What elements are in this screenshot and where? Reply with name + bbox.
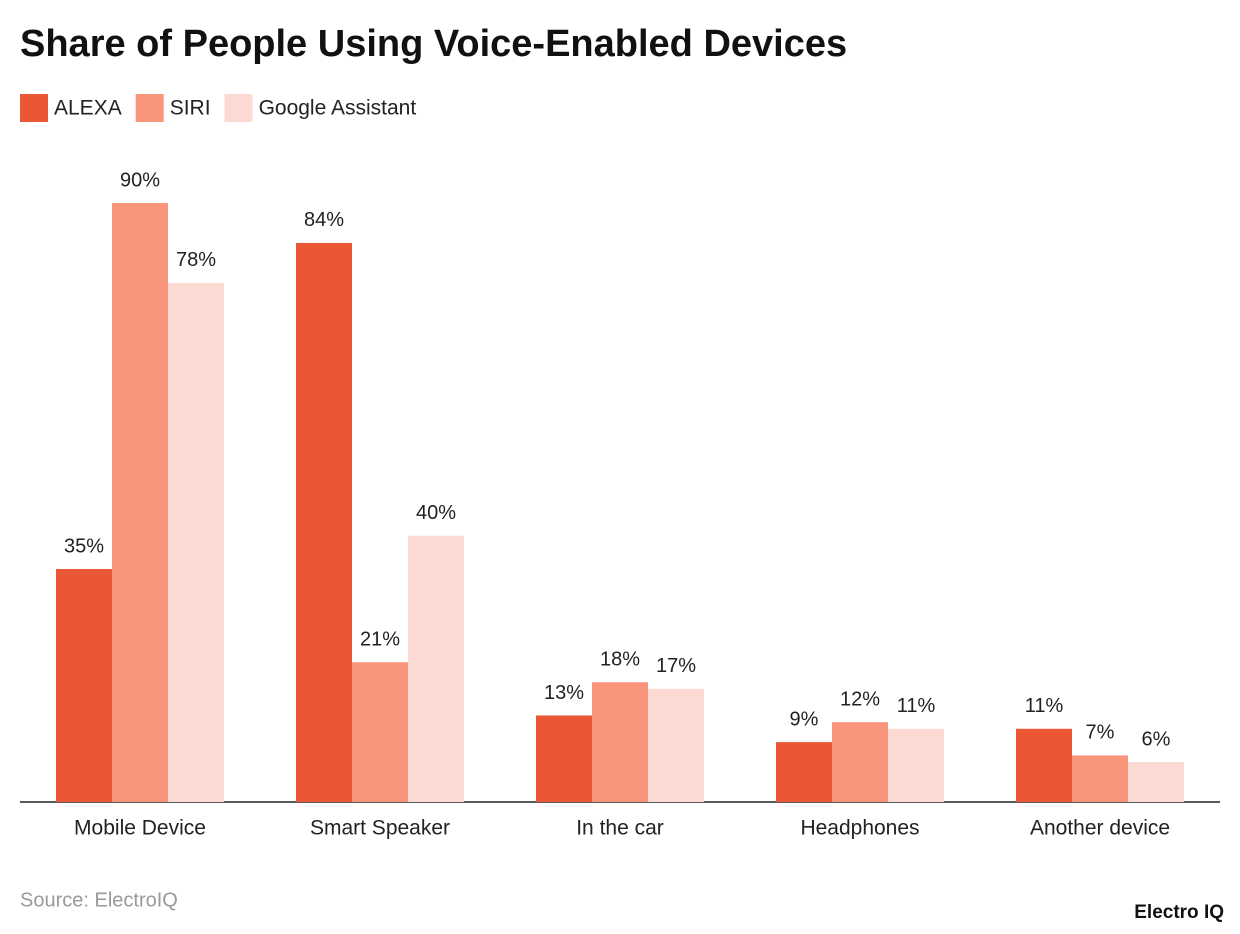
data-label: 13% — [544, 682, 584, 704]
bar — [56, 569, 112, 802]
x-tick-label: Another device — [1030, 817, 1170, 840]
bar — [1072, 755, 1128, 802]
data-label: 6% — [1142, 728, 1171, 750]
data-label: 21% — [360, 629, 400, 651]
data-label: 11% — [897, 695, 936, 717]
x-tick-label: Mobile Device — [74, 817, 206, 840]
bar — [648, 688, 704, 802]
data-label: 40% — [416, 502, 456, 524]
data-label: 84% — [304, 209, 344, 231]
data-label: 90% — [120, 169, 160, 191]
legend-label: Google Assistant — [259, 97, 417, 120]
data-label: 18% — [600, 648, 640, 670]
legend-swatch — [20, 94, 48, 122]
bar — [408, 535, 464, 802]
bar — [352, 662, 408, 802]
data-label: 78% — [176, 249, 216, 271]
x-tick-label: In the car — [576, 817, 664, 840]
data-label: 12% — [840, 688, 880, 710]
data-label: 17% — [656, 655, 696, 677]
legend-label: SIRI — [170, 97, 211, 120]
x-tick-label: Headphones — [800, 817, 919, 840]
chart-title: Share of People Using Voice-Enabled Devi… — [20, 23, 847, 65]
data-label: 11% — [1025, 695, 1064, 717]
legend-swatch — [135, 94, 164, 122]
data-label: 35% — [64, 535, 104, 557]
bar — [112, 203, 168, 802]
x-tick-label: Smart Speaker — [310, 817, 450, 840]
legend-swatch — [224, 94, 253, 122]
bar — [536, 715, 592, 802]
bar — [1016, 728, 1072, 802]
brand-logo: Electro IQ — [1134, 902, 1224, 923]
bar — [592, 682, 648, 802]
bar — [888, 728, 944, 802]
bar — [832, 722, 888, 802]
bar — [296, 242, 352, 802]
bar — [168, 282, 224, 802]
bar — [776, 742, 832, 802]
source: Source: ElectroIQ — [20, 889, 178, 911]
data-label: 7% — [1086, 722, 1115, 744]
data-label: 9% — [790, 708, 819, 730]
bar — [1128, 762, 1184, 802]
legend-label: ALEXA — [54, 97, 122, 120]
